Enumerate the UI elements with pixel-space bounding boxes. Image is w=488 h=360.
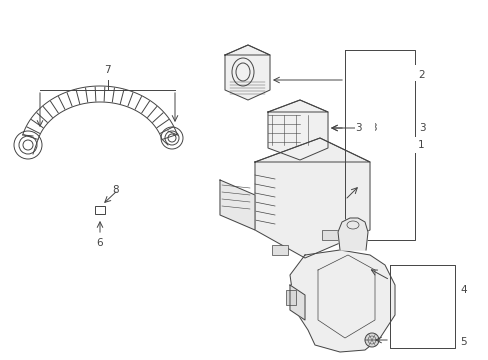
Text: 2: 2 [417, 70, 424, 80]
Text: 7: 7 [104, 65, 111, 75]
Bar [95, 206, 105, 214]
Text: 4: 4 [459, 285, 466, 295]
Polygon shape [337, 218, 367, 250]
Bar [271, 245, 287, 255]
Text: 5: 5 [459, 337, 466, 347]
Text: 1: 1 [417, 140, 424, 150]
Bar [413, 137, 433, 153]
Circle shape [364, 333, 378, 347]
Text: 3: 3 [354, 123, 361, 133]
Text: 2: 2 [419, 67, 426, 77]
Bar [354, 120, 374, 136]
Polygon shape [224, 45, 269, 100]
Bar [413, 65, 433, 81]
Text: 3: 3 [369, 123, 376, 133]
Polygon shape [289, 250, 394, 352]
Bar [321, 230, 337, 240]
Text: 8: 8 [112, 185, 119, 195]
Text: 3: 3 [356, 123, 363, 133]
Polygon shape [220, 180, 254, 230]
Polygon shape [289, 285, 305, 320]
Bar [285, 290, 295, 305]
Text: 6: 6 [97, 238, 103, 248]
Polygon shape [267, 100, 327, 160]
Polygon shape [254, 138, 369, 258]
Text: 3: 3 [419, 123, 432, 133]
Text: 2: 2 [417, 70, 424, 80]
Text: 1: 1 [417, 140, 424, 150]
